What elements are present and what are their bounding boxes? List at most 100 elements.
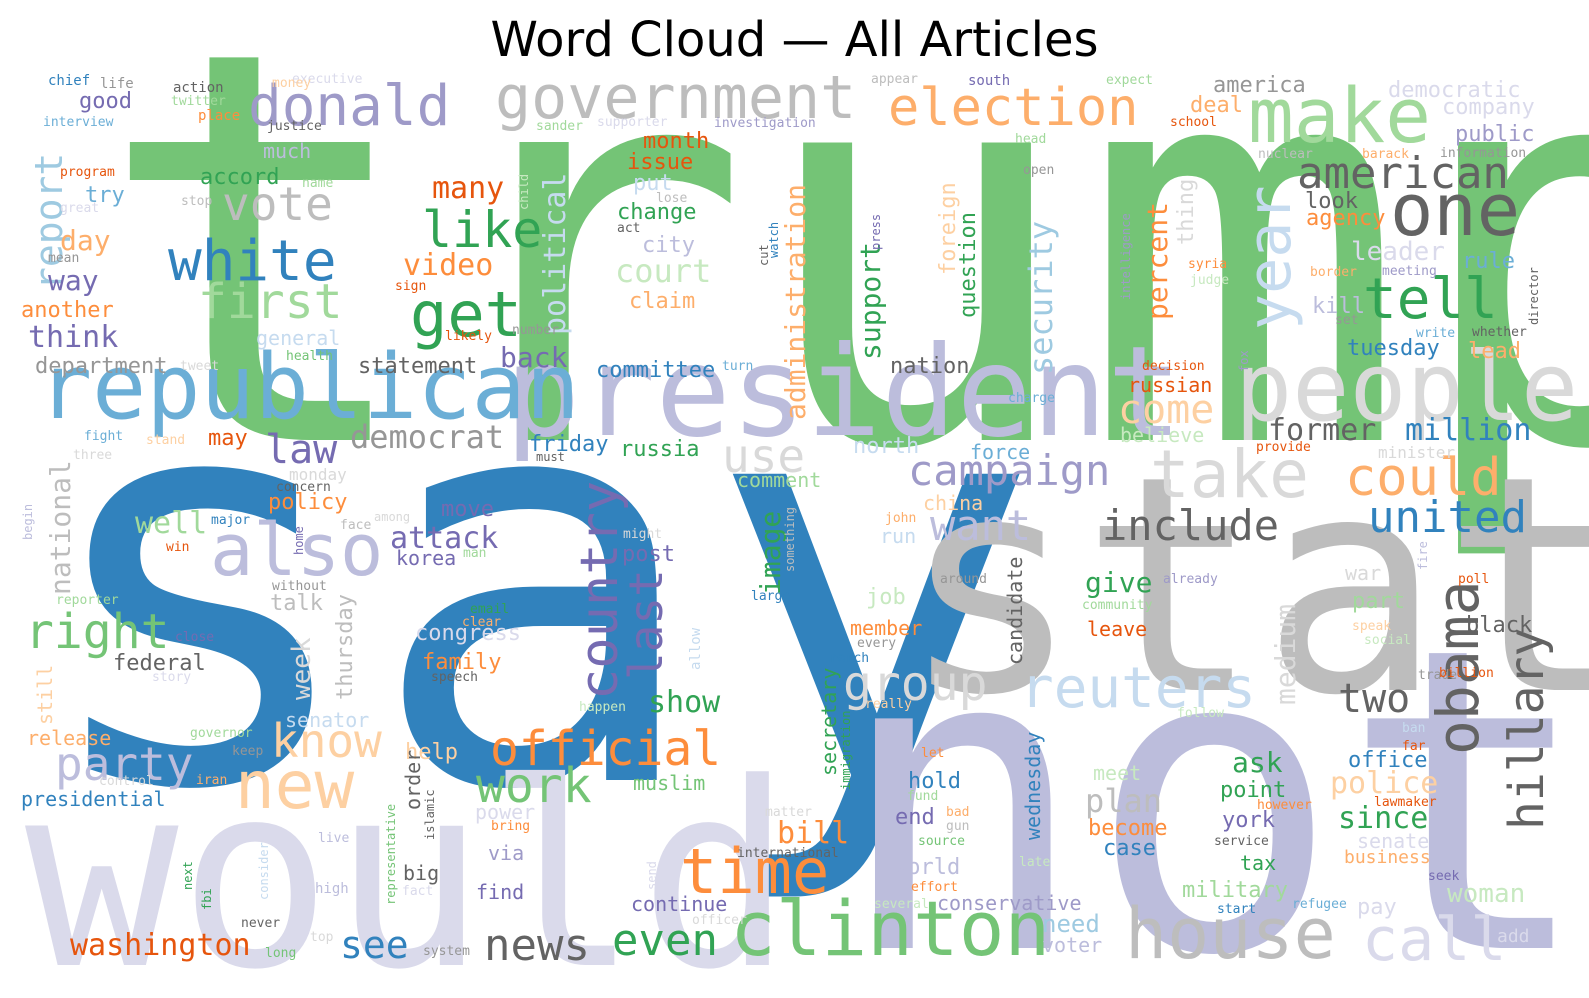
word-donald: donald — [248, 74, 450, 139]
word-day: day — [60, 224, 111, 257]
word-friday: friday — [529, 432, 608, 457]
word-fund: fund — [907, 789, 938, 804]
word-south: south — [968, 73, 1010, 89]
word-need: need — [1042, 910, 1100, 938]
word-tell: tell — [1363, 267, 1498, 332]
word-action: action — [173, 80, 224, 96]
word-make: make — [1248, 71, 1431, 160]
word-state: state — [900, 412, 1589, 761]
word-late: late — [1019, 855, 1050, 870]
word-help: help — [405, 740, 458, 765]
word-ask: ask — [1232, 746, 1283, 779]
word-video: video — [403, 248, 493, 283]
word-law: law — [265, 427, 338, 473]
word-committee: committee — [596, 358, 715, 383]
word-think: think — [28, 320, 118, 355]
word-use: use — [722, 429, 805, 483]
word-administration: administration — [779, 184, 812, 420]
word-money: money — [272, 76, 311, 91]
word-end: end — [895, 805, 935, 830]
word-release: release — [27, 726, 111, 750]
word-add: add — [1497, 926, 1530, 947]
word-president: president — [505, 320, 1182, 465]
word-case: case — [1103, 836, 1156, 861]
word-border: border — [1310, 265, 1357, 280]
word-executive: executive — [292, 72, 363, 87]
word-three: three — [73, 448, 112, 463]
word-two: two — [1338, 676, 1410, 722]
word-candidate: candidate — [1003, 557, 1027, 665]
word-one: one — [1390, 168, 1520, 252]
word-call: call — [1362, 905, 1507, 975]
word-man: man — [463, 546, 486, 561]
word-muslim: muslim — [633, 771, 705, 795]
word-reuters: reuters — [1020, 656, 1256, 721]
word-report: report — [27, 153, 71, 290]
word-world: world — [894, 855, 960, 880]
word-vote: vote — [222, 177, 333, 231]
word-email: email — [470, 602, 509, 617]
word-back: back — [500, 341, 568, 374]
word-fox: fox — [1237, 350, 1251, 372]
word-show: show — [648, 685, 721, 720]
word-clear: clear — [462, 615, 501, 630]
word-major: major — [211, 513, 250, 528]
word-health: health — [286, 349, 333, 364]
word-face: face — [340, 518, 371, 533]
word-kill: kill — [1312, 294, 1365, 319]
word-even: even — [612, 915, 718, 966]
word-political: political — [538, 172, 573, 335]
word-family: family — [422, 650, 501, 675]
word-open: open — [1023, 163, 1054, 178]
word-wednesday: wednesday — [1021, 732, 1045, 840]
word-director: director — [1527, 267, 1541, 325]
word-well: well — [135, 506, 207, 541]
word-expect: expect — [1106, 73, 1153, 88]
word-say: say — [30, 261, 1041, 913]
word-twitter: twitter — [171, 94, 226, 109]
word-democrat: democrat — [350, 418, 504, 456]
word-whether: whether — [1472, 325, 1527, 340]
word-give: give — [1085, 566, 1152, 599]
word-white: white — [168, 229, 337, 294]
word-statement: statement — [358, 354, 477, 379]
word-pay: pay — [1357, 895, 1397, 920]
word-next: next — [181, 861, 195, 890]
word-senate: senate — [1357, 829, 1429, 853]
word-like: like — [422, 201, 542, 259]
word-head: head — [1015, 132, 1046, 147]
word-iran: iran — [196, 773, 227, 788]
word-power: power — [475, 800, 535, 824]
word-federal: federal — [113, 651, 206, 676]
word-could: could — [1345, 448, 1502, 508]
word-control: control — [99, 774, 154, 789]
word-woman: woman — [1447, 879, 1525, 909]
word-washington: washington — [70, 928, 251, 963]
word-want: want — [930, 501, 1031, 550]
word-already: already — [1163, 572, 1218, 587]
word-secretary: secretary — [817, 668, 841, 776]
word-school: school — [1170, 115, 1217, 130]
word-high: high — [315, 881, 349, 897]
word-republican: republican — [38, 335, 580, 440]
word-last: last — [619, 569, 673, 680]
word-service: service — [1214, 834, 1269, 849]
word-send: send — [645, 861, 659, 890]
word-big: big — [403, 861, 439, 885]
word-york: york — [1222, 808, 1275, 833]
word-obama: obama — [1424, 580, 1492, 755]
word-work: work — [476, 758, 592, 814]
word-claim: claim — [629, 289, 695, 314]
word-police: police — [1330, 766, 1438, 801]
word-likely: likely — [445, 329, 492, 344]
word-image: image — [754, 511, 787, 595]
word-decision: decision — [1142, 359, 1205, 374]
word-bill: bill — [777, 816, 849, 851]
word-via: via — [488, 841, 524, 865]
chart-title: Word Cloud — All Articles — [490, 12, 1099, 68]
word-move: move — [441, 497, 494, 522]
word-force: force — [970, 440, 1030, 464]
word-plan: plan — [1085, 782, 1162, 820]
word-great: great — [60, 201, 99, 216]
